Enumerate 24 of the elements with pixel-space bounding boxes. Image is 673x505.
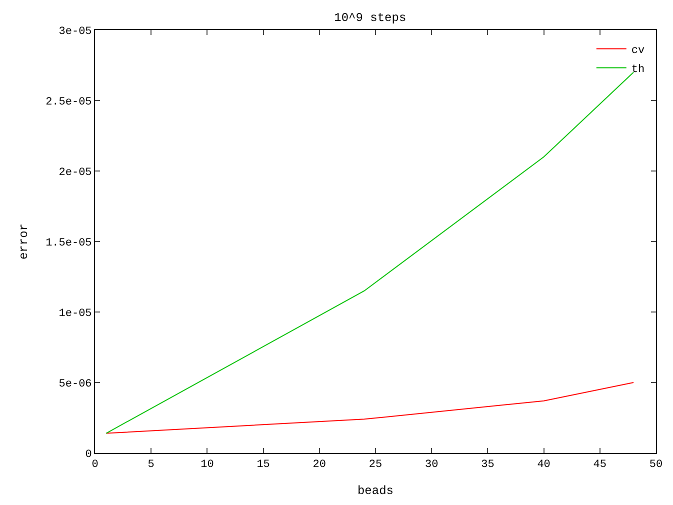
legend-label: th: [631, 64, 645, 76]
x-tick-label: 15: [256, 459, 270, 472]
y-tick-label: 5e-06: [58, 378, 92, 390]
legend-label: cv: [631, 45, 645, 58]
x-tick-label: 5: [148, 459, 154, 472]
x-tick-label: 40: [537, 459, 550, 472]
line-series: [106, 382, 634, 434]
y-tick-label: 2.5e-05: [46, 96, 92, 108]
chart-title: 10^9 steps: [334, 11, 406, 26]
x-axis-title: beads: [357, 484, 394, 498]
y-tick-label: 1.5e-05: [46, 237, 92, 250]
x-tick-label: 30: [425, 459, 438, 472]
x-tick-label: 20: [312, 459, 326, 472]
y-tick-label: 2e-05: [58, 166, 92, 179]
y-axis-title: error: [16, 223, 31, 260]
y-tick-label: 0: [85, 448, 92, 461]
x-tick-label: 50: [649, 459, 663, 472]
x-tick-label: 25: [368, 459, 382, 472]
y-tick-label: 1e-05: [58, 308, 92, 320]
line-series: [106, 72, 634, 434]
x-tick-label: 45: [593, 459, 606, 472]
x-tick-label: 35: [481, 459, 494, 472]
y-tick-label: 3e-05: [58, 26, 92, 38]
x-tick-label: 10: [200, 459, 214, 472]
